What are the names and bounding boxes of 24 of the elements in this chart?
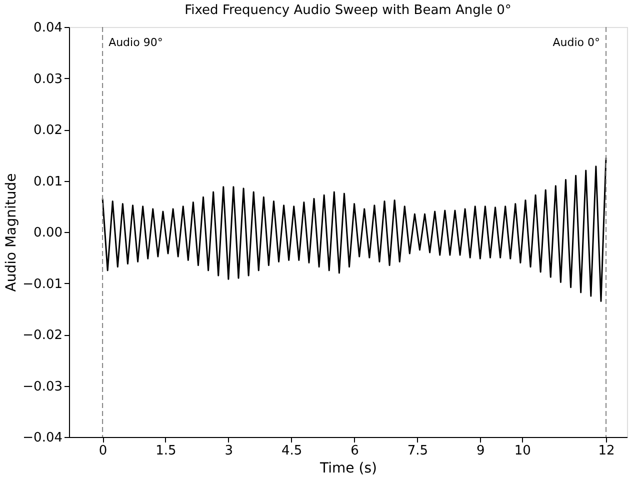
y-tick-label: 0.00	[34, 226, 62, 240]
line-series	[102, 156, 607, 302]
chart-title: Fixed Frequency Audio Sweep with Beam Angle 0°	[184, 3, 512, 18]
y-tick-label: −0.03	[22, 379, 62, 394]
x-tick-label: 3	[224, 444, 234, 458]
x-tick-label: 9	[476, 444, 485, 458]
x-tick-label: 10	[514, 444, 531, 458]
y-tick-label: 0.03	[34, 72, 62, 87]
y-tick-label: 0.04	[34, 20, 62, 36]
x-tick-label: 7.5	[407, 444, 428, 458]
x-axis-title: Time (s)	[319, 460, 377, 476]
y-tick-label: 0.02	[34, 123, 62, 138]
ref-line-label: Audio 0°	[552, 36, 600, 49]
x-tick-label: 4.5	[282, 444, 302, 458]
x-tick-label: 12	[598, 444, 615, 458]
y-axis-title: Audio Magnitude	[4, 173, 20, 292]
x-tick-label: 1.5	[156, 444, 176, 458]
x-tick-label: 0	[98, 444, 108, 458]
x-tick-label: 6	[350, 444, 359, 458]
y-tick-label: −0.04	[22, 430, 62, 446]
ref-line-label: Audio 90°	[108, 36, 163, 49]
y-tick-label: −0.02	[22, 328, 62, 343]
y-tick-label: −0.01	[22, 276, 62, 292]
y-tick-label: 0.01	[34, 174, 62, 190]
